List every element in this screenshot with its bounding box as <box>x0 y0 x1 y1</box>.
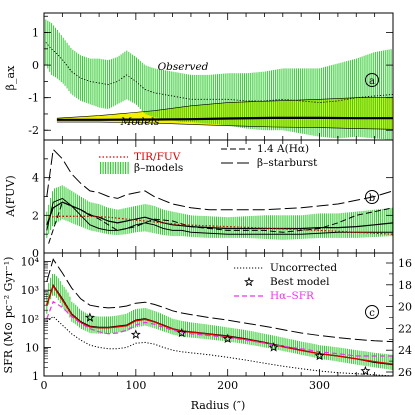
panel-c-y2tick-label-22: 22 <box>398 322 412 335</box>
panel-b-ytick-label-2: 2 <box>32 209 39 222</box>
tir-fuv-line <box>48 215 393 235</box>
panel-c-y2tick-label-20: 20 <box>398 301 412 314</box>
panel-a-ytick-label-1: 1 <box>32 27 39 40</box>
panel-c: 0 100 200 300 1 10 10² 10³ 10⁴ 16 18 20 22 24 26 c Unc… <box>2 252 412 412</box>
panel-c-label-circle <box>365 305 379 319</box>
model-line <box>56 116 393 121</box>
panel-a-label-circle <box>365 73 379 87</box>
panel-a-ytick-label--2: -2 <box>28 124 39 137</box>
panel-c-ytick-label-0: 1 <box>32 370 39 383</box>
best-model-point <box>176 327 187 338</box>
panel-a: -2 -1 0 1 Observed Models a β_ax <box>4 12 394 141</box>
best-model-point <box>314 350 325 361</box>
panel-c-xtick-label-2: 200 <box>217 379 238 392</box>
panel-a-label: a <box>369 76 375 87</box>
observed-band <box>45 19 392 140</box>
legend-best-model-star <box>243 276 255 287</box>
legend-best-model-label: Best model <box>270 276 330 288</box>
legend-beta-models-band <box>99 162 129 174</box>
best-model-point <box>268 342 279 352</box>
panel-c-ytick-label-2: 10² <box>21 313 39 326</box>
sfr-tir-line <box>46 284 393 365</box>
panel-a-ytick-label--1: -1 <box>28 92 39 105</box>
panel-c-xtick-label-1: 100 <box>125 379 146 392</box>
panel-c-xlabel: Radius (″) <box>191 399 246 412</box>
model-lower-line <box>56 121 393 130</box>
panel-a-annotation-observed: Observed <box>158 61 209 73</box>
legend-tir-fuv-label: TIR/FUV <box>134 151 181 163</box>
panel-b: 0 2 4 b TIR/FUV β–models 1.4 A(Hα) β–starb… <box>4 139 394 260</box>
panel-c-ytick-label-1: 10 <box>25 341 39 354</box>
panel-c-y2tick-label-16: 16 <box>398 257 412 270</box>
panel-b-ylabel: A(FUV) <box>4 175 17 217</box>
halpha-line <box>48 201 393 244</box>
panel-c-y2tick-label-24: 24 <box>398 344 412 357</box>
panel-c-ytick-label-4: 10⁴ <box>21 256 40 269</box>
best-model-point <box>130 329 141 339</box>
panel-b-label: b <box>369 193 375 204</box>
panel-c-xtick-label-0: 0 <box>41 379 48 392</box>
panel-c-ylabel: SFR (M⊙ pc⁻² Gyr⁻¹) <box>2 257 15 374</box>
legend-uncorrected-label: Uncorrected <box>270 262 337 274</box>
panel-a-ylabel: β_ax <box>4 65 17 90</box>
panel-a-ytick-label-0: 0 <box>32 59 39 72</box>
sfr-uncorrected-line <box>46 315 393 376</box>
panel-c-frame <box>43 252 394 377</box>
legend-beta-models-label: β–models <box>134 162 183 174</box>
panel-b-ytick-label-0: 0 <box>32 247 39 260</box>
beta-starburst-line <box>46 148 393 211</box>
panel-c-label: c <box>369 308 375 319</box>
best-model-point <box>222 333 233 344</box>
panel-c-ytick-label-3: 10³ <box>21 284 39 297</box>
sfr-starburst-line <box>46 258 393 343</box>
sfr-band <box>46 274 393 370</box>
legend-beta-starburst-label: β–starburst <box>257 157 318 169</box>
sfr-halpha-line <box>46 300 393 357</box>
best-line <box>46 197 393 235</box>
best-model-point <box>84 312 95 322</box>
panel-b-ytick-label-4: 4 <box>32 172 39 185</box>
panel-b-label-circle <box>365 190 379 204</box>
model-upper-line <box>56 97 393 119</box>
best-model-point <box>360 365 371 376</box>
panel-c-y2tick-label-18: 18 <box>398 279 412 292</box>
panel-c-y2tick-label-26: 26 <box>398 366 412 379</box>
panel-a-annotation-models: Models <box>120 116 160 128</box>
legend-halpha-label: 1.4 A(Hα) <box>257 143 309 155</box>
panel-c-xtick-label-3: 300 <box>309 379 330 392</box>
legend-halpha-sfr-label: Hα–SFR <box>270 290 315 302</box>
